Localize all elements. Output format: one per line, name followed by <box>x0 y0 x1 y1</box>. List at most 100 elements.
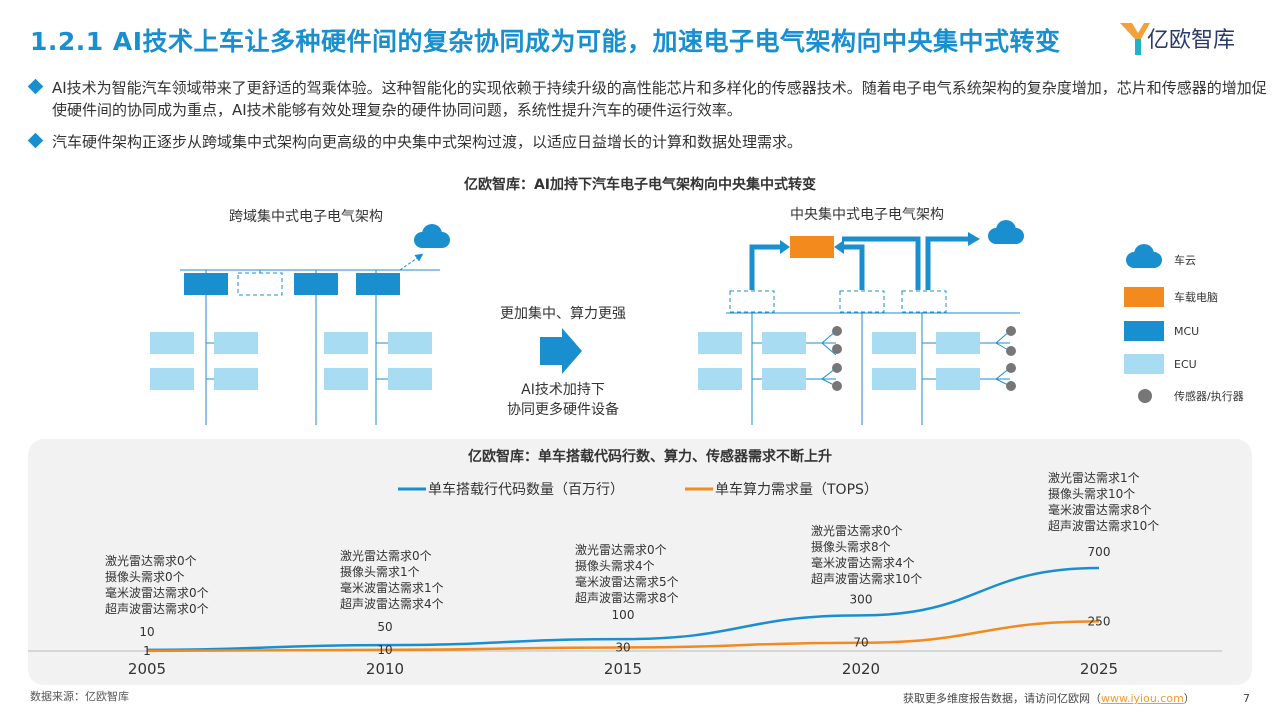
sensor-dot <box>832 326 842 336</box>
mcu-block <box>356 273 400 295</box>
x-tick-label: 2015 <box>604 660 642 678</box>
legend-label-mcu: MCU <box>1174 325 1199 338</box>
diagram-title: 亿欧智库：AI加持下汽车电子电气架构向中央集中式转变 <box>464 176 816 193</box>
legend-label-computer: 车载电脑 <box>1174 290 1218 304</box>
placeholder-block <box>901 290 947 313</box>
sensor-annotation: 超声波雷达需求8个 <box>575 590 679 605</box>
footer-link[interactable]: www.iyiou.com <box>1101 692 1184 705</box>
sensor-dot <box>832 363 842 373</box>
data-label: 70 <box>853 636 868 650</box>
logo-text: 亿欧智库 <box>1147 28 1236 53</box>
ecu-block <box>214 332 258 354</box>
legend-label-ecu: ECU <box>1174 358 1197 371</box>
central-architecture <box>698 220 1024 425</box>
legend-swatch-mcu <box>1124 321 1164 341</box>
ecu-block <box>872 368 916 390</box>
data-label: 50 <box>377 620 392 634</box>
footer-suffix: ） <box>1183 692 1195 705</box>
sensor-dot <box>1006 346 1016 356</box>
ecu-block <box>872 332 916 354</box>
ecu-block <box>698 368 742 390</box>
data-label: 30 <box>615 640 630 654</box>
legend-sensor-dot <box>1138 389 1152 403</box>
data-label: 10 <box>139 625 154 639</box>
sensor-annotation: 超声波雷达需求10个 <box>1048 518 1159 533</box>
ecu-block <box>324 332 368 354</box>
x-tick-label: 2025 <box>1080 660 1118 678</box>
ecu-block <box>150 368 194 390</box>
sensor-annotation: 毫米波雷达需求5个 <box>575 574 679 589</box>
x-tick-label: 2020 <box>842 660 880 678</box>
ecu-block <box>936 332 980 354</box>
sensor-annotation: 超声波雷达需求4个 <box>340 596 444 611</box>
sensor-annotation: 摄像头需求8个 <box>811 539 891 554</box>
page-title: 1.2.1 AI技术上车让多种硬件间的复杂协同成为可能，加速电子电气架构向中央集… <box>30 27 1061 56</box>
sensor-dot <box>1006 381 1016 391</box>
right-arrow-icon <box>540 328 582 374</box>
arrow-top-label: 更加集中、算力更强 <box>500 305 626 322</box>
ecu-block <box>762 332 806 354</box>
ecu-block <box>936 368 980 390</box>
series-line-0 <box>146 566 1100 652</box>
data-label: 700 <box>1088 545 1111 559</box>
x-tick-label: 2005 <box>128 660 166 678</box>
footer-text: 获取更多维度报告数据，请访问亿欧网（www.iyiou.com） <box>903 690 1195 706</box>
legend-swatch-computer <box>1124 287 1164 307</box>
sensor-dot <box>1006 363 1016 373</box>
sensor-dot <box>1006 326 1016 336</box>
sensor-annotation: 毫米波雷达需求4个 <box>811 555 915 570</box>
series-line-1 <box>146 620 1100 653</box>
sensor-annotation: 激光雷达需求0个 <box>105 554 197 568</box>
legend-text-0: 单车搭载行代码数量（百万行） <box>428 481 624 498</box>
ecu-block <box>150 332 194 354</box>
arrow-bottom-label-1: AI技术加持下 <box>521 382 605 398</box>
chart-legend: 单车搭载行代码数量（百万行） 单车算力需求量（TOPS） <box>398 481 878 498</box>
ecu-block <box>214 368 258 390</box>
data-source: 数据来源：亿欧智库 <box>30 690 129 703</box>
data-label: 300 <box>850 592 873 606</box>
ecu-block <box>324 368 368 390</box>
ecu-block <box>388 368 432 390</box>
sensor-annotation: 毫米波雷达需求8个 <box>1048 502 1152 517</box>
legend-label-sensor: 传感器/执行器 <box>1174 389 1244 403</box>
sensor-annotation: 毫米波雷达需求0个 <box>105 585 209 600</box>
logo-icon <box>1120 23 1150 55</box>
bullet-2-text: 汽车硬件架构正逐步从跨域集中式架构向更高级的中央集中式架构过渡，以适应日益增长的… <box>52 133 803 151</box>
architecture-diagram: 亿欧智库：AI加持下汽车电子电气架构向中央集中式转变 跨域集中式电子电气架构 中… <box>150 176 1244 425</box>
sensor-dot <box>832 381 842 391</box>
data-label: 10 <box>377 643 392 657</box>
data-label: 100 <box>612 608 635 622</box>
placeholder-block <box>729 290 775 313</box>
diagram-legend: 车云 车载电脑 MCU ECU 传感器/执行器 <box>1124 244 1244 403</box>
left-architecture-label: 跨域集中式电子电气架构 <box>229 208 383 225</box>
sensor-dot <box>832 344 842 354</box>
mcu-block <box>184 273 228 295</box>
mcu-block <box>294 273 338 295</box>
legend-text-1: 单车算力需求量（TOPS） <box>715 481 878 498</box>
legend-label-cloud: 车云 <box>1174 253 1196 267</box>
right-architecture-label: 中央集中式电子电气架构 <box>790 206 944 223</box>
arrow-bottom-label-2: 协同更多硬件设备 <box>507 401 619 418</box>
placeholder-block <box>237 272 283 296</box>
ecu-block <box>388 332 432 354</box>
sensor-annotation: 激光雷达需求0个 <box>811 524 903 538</box>
x-tick-label: 2010 <box>366 660 404 678</box>
sensor-annotation: 激光雷达需求0个 <box>575 543 667 557</box>
bullet-1-text: AI技术为智能汽车领域带来了更舒适的驾乘体验。这种智能化的实现依赖于持续升级的高… <box>52 79 1267 119</box>
ecu-block <box>762 368 806 390</box>
sensor-annotation: 激光雷达需求1个 <box>1048 471 1140 485</box>
cross-domain-architecture <box>150 224 450 425</box>
vehicle-computer-block <box>790 236 834 258</box>
sensor-annotation: 毫米波雷达需求1个 <box>340 580 444 595</box>
sensor-annotation: 摄像头需求10个 <box>1048 486 1135 501</box>
sensor-annotation: 超声波雷达需求10个 <box>811 571 922 586</box>
footer-prefix: 获取更多维度报告数据，请访问亿欧网（ <box>903 692 1101 705</box>
legend-swatch-ecu <box>1124 354 1164 374</box>
chart-marks: 10 50 100 300 700 1 10 30 70 250 2005 2010 2015 2020 2… <box>105 471 1159 678</box>
chart-panel <box>28 439 1252 685</box>
data-label: 250 <box>1088 614 1111 628</box>
sensor-annotation: 激光雷达需求0个 <box>340 549 432 563</box>
page-number: 7 <box>1243 692 1250 705</box>
sensor-annotation: 超声波雷达需求0个 <box>105 601 209 616</box>
